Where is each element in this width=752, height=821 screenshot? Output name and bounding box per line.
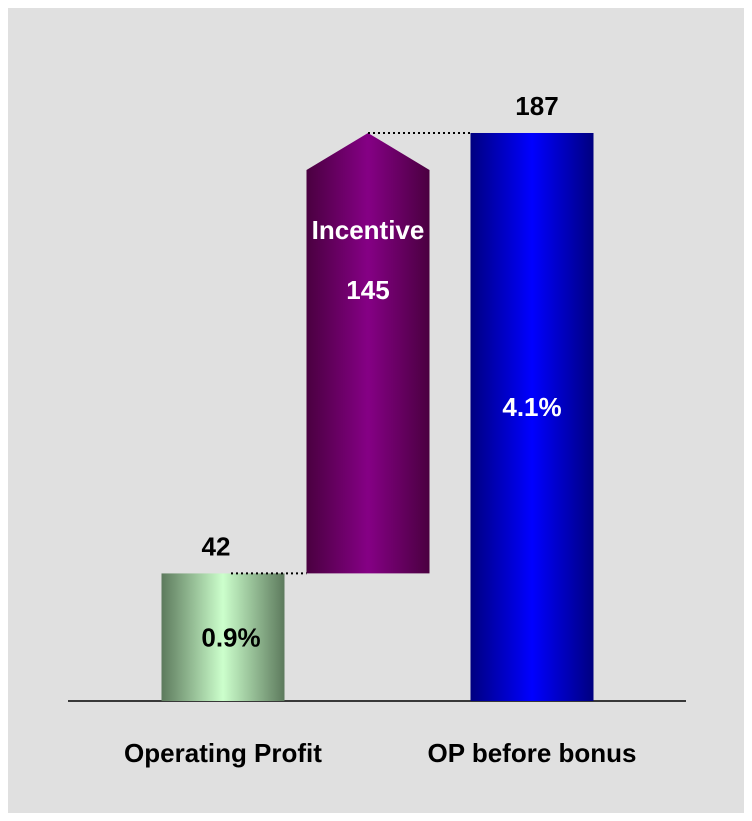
value-label: 145 [346, 275, 389, 305]
bar [161, 573, 285, 701]
share-label: 4.1% [502, 392, 561, 422]
bar [306, 132, 430, 574]
value-label: 42 [202, 531, 231, 561]
value-label: 187 [515, 91, 558, 121]
category-label: OP before bonus [428, 738, 637, 768]
category-label: Incentive [312, 215, 425, 245]
bar [470, 132, 594, 702]
category-label: Operating Profit [124, 738, 322, 768]
share-label: 0.9% [201, 622, 260, 652]
